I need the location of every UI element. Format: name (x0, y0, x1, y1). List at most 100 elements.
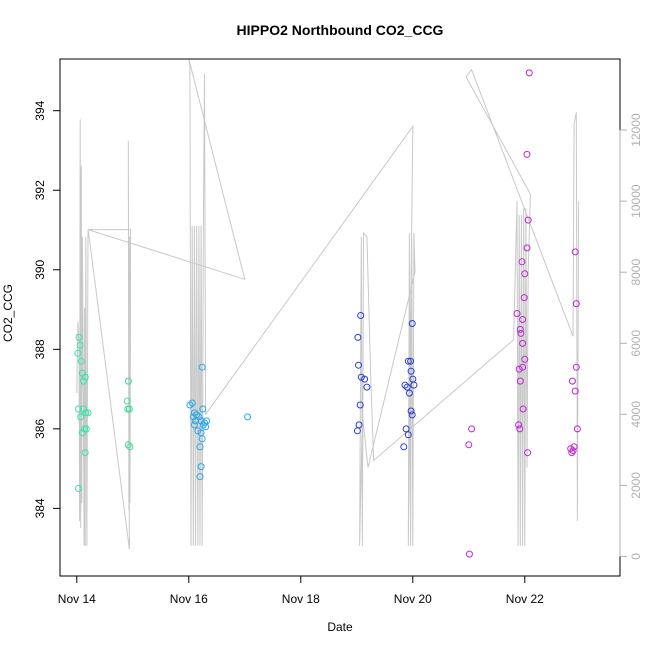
data-point-flight-4-11 (404, 357, 412, 365)
data-point-flight-5-32 (569, 447, 577, 455)
x-tick-label-4: Nov 22 (506, 592, 544, 606)
y2-tick-label-0: 0 (629, 553, 643, 560)
data-point-flight-1-7 (75, 405, 82, 413)
data-point-flight-3-17 (196, 443, 204, 451)
data-point-flight-3-14 (199, 405, 207, 413)
data-point-flight-5-14 (519, 339, 527, 347)
data-point-flight-2-5 (126, 443, 134, 451)
data-points-layer (74, 69, 581, 558)
data-point-flight-4-12 (407, 357, 415, 365)
data-point-flight-5-24 (572, 300, 580, 308)
chart-title: HIPPO2 Northbound CO2_CCG (237, 22, 444, 38)
data-point-flight-1-5 (80, 377, 87, 385)
data-point-flight-5-15 (515, 365, 523, 373)
data-point-flight-4-16 (405, 389, 413, 397)
data-point-flight-1-3 (77, 357, 85, 365)
data-point-flight-5-9 (523, 244, 531, 252)
data-point-flight-3-0 (186, 401, 194, 409)
data-point-flight-5-18 (516, 377, 524, 385)
data-point-flight-1-6 (81, 373, 89, 381)
data-point-flight-4-2 (355, 361, 362, 369)
data-point-flight-1-1 (75, 333, 83, 341)
data-point-flight-4-19 (402, 425, 410, 433)
axes-layer: Nov 14 Nov 16 Nov 18 Nov 20 Nov 22 384 386 388 3… (33, 100, 643, 606)
series-flight-1 (74, 333, 92, 492)
data-point-flight-1-8 (77, 413, 85, 421)
data-point-flight-2-4 (124, 441, 132, 449)
data-point-flight-3-6 (195, 413, 203, 421)
data-point-flight-5-26 (568, 377, 576, 385)
data-point-flight-5-7 (518, 258, 526, 266)
x-tick-label-2: Nov 18 (282, 592, 320, 606)
y2-tick-label-1: 2000 (629, 472, 643, 499)
data-point-flight-1-9 (80, 405, 87, 413)
data-point-flight-5-12 (525, 69, 533, 77)
data-point-flight-4-1 (357, 312, 365, 319)
data-point-flight-5-22 (524, 449, 532, 457)
data-point-flight-5-5 (519, 316, 527, 323)
data-point-flight-2-3 (125, 405, 133, 413)
data-point-flight-4-0 (354, 333, 362, 341)
data-point-flight-5-16 (519, 363, 527, 371)
data-point-flight-3-19 (196, 473, 204, 481)
data-point-flight-4-22 (408, 320, 416, 327)
data-point-flight-4-10 (403, 383, 411, 391)
data-point-flight-4-8 (353, 427, 361, 435)
data-point-flight-5-10 (524, 216, 532, 224)
y2-tick-label-2: 4000 (629, 401, 643, 428)
series-flight-2 (123, 377, 134, 451)
data-point-flight-4-20 (404, 431, 412, 439)
data-point-flight-5-4 (516, 325, 524, 333)
data-point-flight-5-3 (513, 310, 521, 317)
data-point-flight-3-2 (190, 409, 198, 417)
altitude-trace-line (76, 58, 580, 550)
data-point-flight-3-13 (201, 419, 208, 427)
data-point-flight-4-4 (361, 375, 369, 383)
data-point-flight-1-10 (82, 409, 90, 417)
data-point-flight-1-15 (81, 449, 89, 457)
data-point-flight-4-18 (408, 411, 416, 419)
y-tick-label-3: 390 (33, 259, 47, 279)
data-point-flight-4-17 (407, 407, 415, 415)
data-point-flight-4-7 (355, 421, 363, 429)
x-tick-label-1: Nov 16 (170, 592, 208, 606)
data-point-flight-5-8 (521, 270, 529, 278)
data-point-flight-1-11 (84, 409, 92, 417)
data-point-flight-3-21 (244, 413, 252, 421)
data-point-flight-5-6 (520, 294, 528, 302)
data-point-flight-5-17 (521, 355, 529, 363)
data-point-flight-3-12 (198, 435, 206, 443)
data-point-flight-4-9 (401, 381, 409, 389)
data-point-flight-4-15 (410, 381, 418, 389)
data-point-flight-2-0 (124, 377, 132, 385)
data-point-flight-3-20 (198, 363, 206, 371)
y-tick-label-2: 388 (33, 339, 47, 359)
data-point-flight-2-1 (123, 397, 131, 405)
data-point-flight-5-28 (573, 425, 581, 433)
data-point-flight-3-16 (202, 423, 210, 431)
series-flight-4 (353, 312, 418, 451)
y-tick-label-5: 394 (33, 100, 47, 120)
data-point-flight-5-1 (468, 425, 476, 433)
data-point-flight-5-21 (516, 425, 524, 433)
data-point-flight-5-0 (465, 441, 473, 449)
y-tick-label-1: 386 (33, 419, 47, 439)
series-flight-5 (465, 69, 581, 558)
y2-tick-label-3: 6000 (629, 330, 643, 357)
data-point-flight-4-13 (407, 367, 415, 375)
altitude-trace-layer (76, 58, 580, 550)
data-point-flight-1-0 (74, 349, 82, 357)
data-point-flight-3-18 (197, 463, 205, 471)
y2-tick-label-5: 10000 (629, 184, 643, 218)
x-axis-label: Date (327, 620, 353, 634)
data-point-flight-3-9 (190, 421, 198, 429)
data-point-flight-5-25 (572, 363, 580, 371)
data-point-flight-1-12 (78, 429, 86, 437)
data-point-flight-5-11 (523, 150, 531, 158)
data-point-flight-5-29 (567, 445, 575, 453)
data-point-flight-5-19 (519, 405, 527, 413)
data-point-flight-5-27 (571, 387, 579, 395)
data-point-flight-5-31 (570, 443, 578, 451)
y-tick-label-0: 384 (33, 498, 47, 518)
